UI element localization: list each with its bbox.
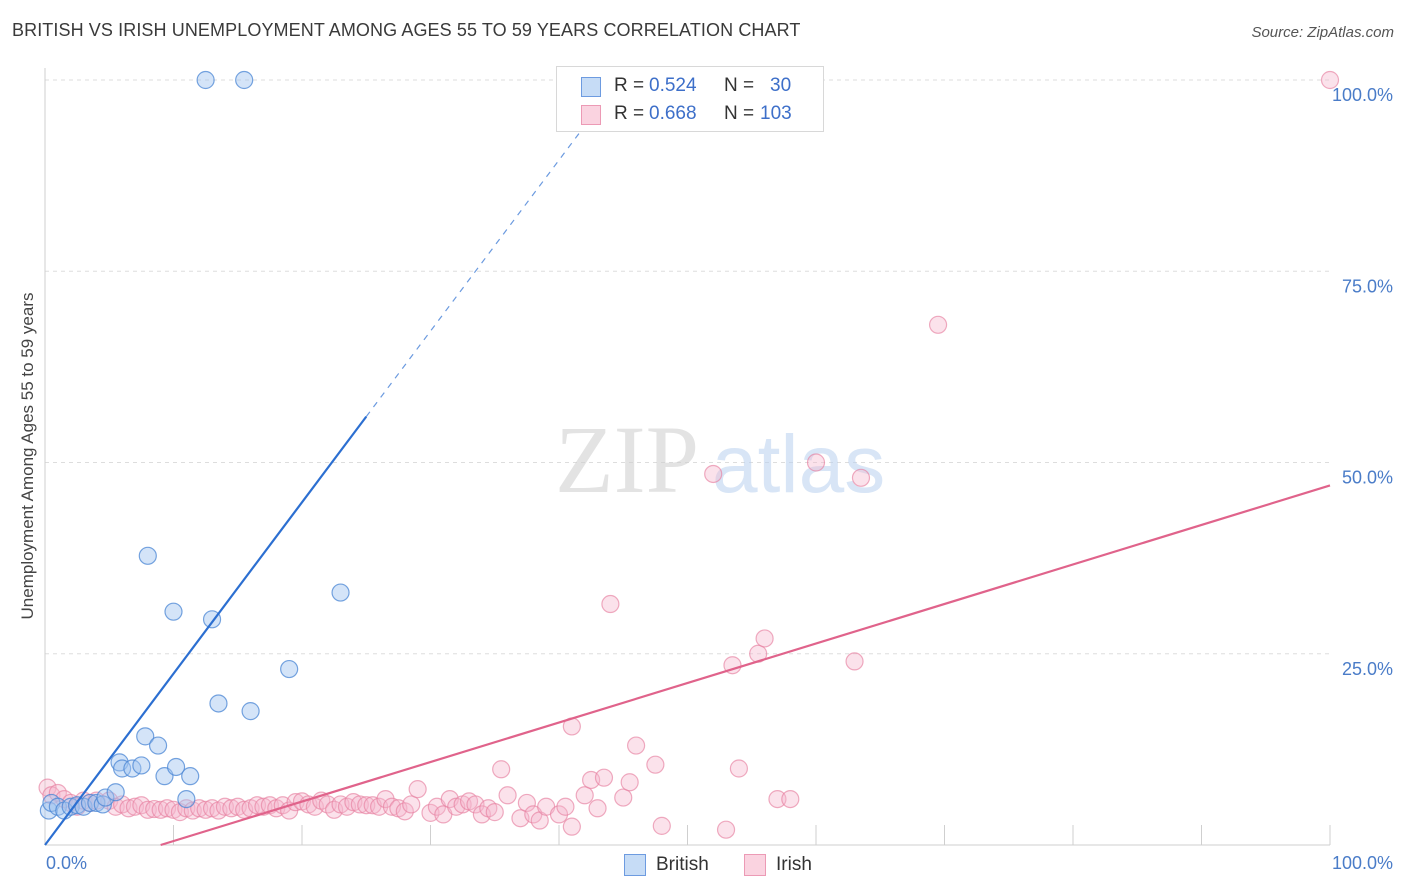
stats-row-british: R = 0.524 N = 30: [557, 73, 823, 101]
british-r-label: R =: [614, 75, 645, 96]
irish-point-68: [485, 803, 504, 822]
irish-point-78: [562, 817, 581, 836]
irish-point-48: [350, 795, 369, 814]
british-n-value: 30: [770, 75, 792, 96]
irish-point-17: [151, 800, 170, 819]
irish-point-90: [716, 820, 736, 839]
british-point-23: [164, 602, 183, 621]
irish-point-94: [755, 629, 774, 648]
irish-n-label: N =: [724, 103, 755, 124]
legend-british-swatch: [624, 854, 646, 876]
british-point-28: [331, 583, 350, 602]
y-tick-label-0: 100.0%: [1332, 85, 1393, 105]
y-tick-label-2: 50.0%: [1342, 468, 1393, 488]
irish-point-81: [588, 799, 607, 818]
irish-point-100: [928, 315, 948, 334]
irish-point-83: [601, 594, 620, 614]
watermark-atlas: atlas: [712, 419, 885, 510]
british-n-label: N =: [724, 75, 755, 96]
irish-point-23: [190, 799, 209, 818]
irish-point-69: [492, 760, 511, 779]
watermark: ZIP atlas: [555, 406, 885, 513]
british-point-27: [280, 659, 299, 679]
irish-series: [38, 70, 1340, 839]
irish-point-92: [729, 759, 749, 778]
trend-lines: [44, 125, 1331, 847]
irish-point-89: [704, 464, 723, 484]
irish-point-57: [408, 780, 427, 799]
irish-point-96: [781, 789, 800, 809]
y-tick-label-3: 25.0%: [1342, 659, 1393, 679]
source-label: Source: ZipAtlas.com: [1251, 24, 1394, 41]
british-point-10: [96, 788, 115, 807]
x-tick-label-1: 100.0%: [1332, 853, 1393, 873]
british-point-22: [138, 546, 157, 565]
grid-lines: [45, 79, 1330, 655]
irish-n-value: 103: [760, 103, 792, 124]
irish-point-98: [845, 652, 864, 671]
irish-point-85: [620, 773, 639, 792]
british-series: [39, 70, 350, 820]
irish-point-79: [575, 786, 594, 805]
british-point-25: [209, 694, 228, 713]
irish-r-label: R =: [614, 103, 645, 124]
irish-point-27: [215, 797, 234, 816]
irish-point-70: [498, 786, 517, 805]
axes: [44, 68, 1331, 846]
x-tick-label-0: 0.0%: [46, 853, 87, 873]
irish-point-97: [806, 453, 826, 472]
irish-point-86: [626, 736, 646, 755]
british-trend-extension: [365, 125, 586, 417]
irish-point-88: [652, 816, 671, 835]
irish-point-55: [395, 802, 414, 821]
irish-point-24: [196, 800, 215, 819]
british-point-8: [87, 793, 106, 813]
legend-british-label: British: [656, 854, 709, 875]
british-point-19: [166, 757, 186, 777]
british-point-17: [148, 736, 168, 755]
british-point-29: [196, 70, 215, 90]
irish-point-15: [138, 800, 157, 819]
irish-point-56: [402, 795, 421, 814]
british-point-4: [61, 797, 80, 816]
british-point-26: [241, 702, 260, 721]
irish-point-101: [1320, 70, 1340, 90]
legend-item-irish[interactable]: Irish: [744, 850, 812, 880]
irish-point-32: [247, 796, 267, 815]
irish-point-82: [594, 768, 614, 787]
chart-title: BRITISH VS IRISH UNEMPLOYMENT AMONG AGES…: [12, 20, 801, 40]
irish-point-84: [614, 788, 633, 807]
y-tick-label-1: 75.0%: [1342, 276, 1393, 296]
british-r-value: 0.524: [649, 75, 697, 96]
irish-point-95: [768, 789, 787, 809]
british-point-11: [106, 783, 125, 802]
stats-row-irish: R = 0.668 N = 103: [557, 101, 823, 129]
british-point-20: [181, 767, 200, 786]
irish-swatch: [581, 105, 601, 125]
british-point-16: [136, 727, 155, 746]
stats-legend: R = 0.524 N = 30 R = 0.668 N = 103: [556, 66, 824, 132]
british-point-13: [112, 759, 132, 778]
irish-point-99: [851, 468, 871, 487]
british-point-21: [177, 789, 196, 809]
british-trend-line: [44, 415, 368, 846]
irish-trend-line: [160, 484, 1331, 847]
irish-point-87: [646, 755, 665, 774]
bottom-legend: British Irish: [0, 850, 1406, 880]
irish-point-72: [517, 793, 536, 813]
legend-irish-label: Irish: [776, 854, 812, 875]
watermark-zip: ZIP: [555, 406, 699, 513]
tick-labels: 100.0% 75.0% 50.0% 25.0% 0.0% 100.0%: [46, 85, 1393, 873]
british-point-15: [132, 756, 151, 775]
legend-item-british[interactable]: British: [624, 850, 709, 880]
irish-r-value: 0.668: [649, 103, 697, 124]
legend-irish-swatch: [744, 854, 766, 876]
british-swatch: [581, 77, 601, 97]
irish-point-16: [145, 799, 164, 819]
british-point-30: [235, 70, 254, 90]
irish-point-77: [556, 797, 575, 816]
